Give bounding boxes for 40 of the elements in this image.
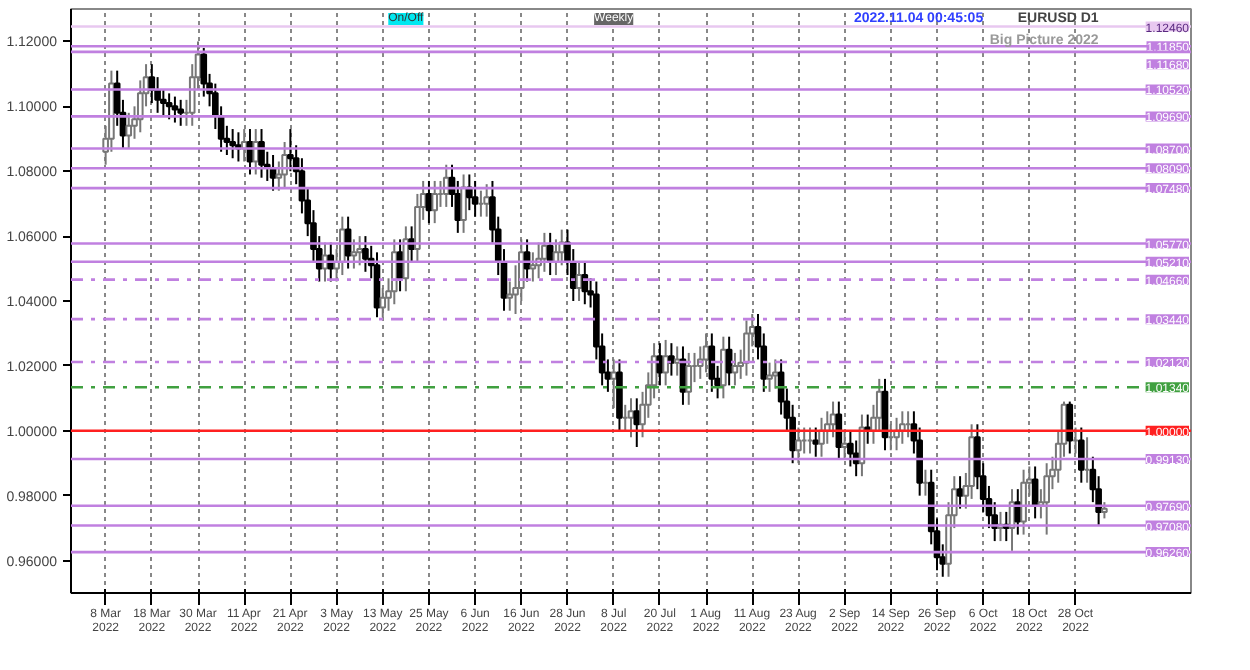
candlestick [1043, 462, 1050, 536]
candlestick [662, 338, 669, 387]
candlestick [818, 416, 825, 458]
candlestick [668, 342, 675, 377]
candlestick [772, 358, 779, 390]
candlestick [460, 173, 467, 234]
candlestick [362, 235, 369, 273]
candlestick [541, 231, 548, 273]
candlestick [956, 475, 964, 510]
candlestick [171, 95, 179, 124]
candlestick [847, 429, 854, 468]
candlestick [229, 128, 236, 160]
candlestick [1066, 400, 1074, 455]
candlestick [431, 179, 439, 225]
candlestick [1078, 426, 1085, 484]
candlestick [812, 426, 820, 458]
candlestick [483, 183, 490, 218]
candlestick [743, 319, 750, 377]
candlestick [350, 238, 358, 270]
candlestick [356, 235, 363, 267]
candlestick [720, 335, 727, 400]
candlestick [165, 92, 173, 121]
candlestick [795, 426, 802, 465]
candlestick [1020, 468, 1027, 536]
candlestick [200, 46, 208, 98]
candlestick [125, 111, 133, 150]
candlestick [673, 345, 681, 377]
candlestick [766, 361, 773, 393]
candlestick [685, 351, 693, 406]
candlestick [841, 429, 848, 461]
candlestick [529, 251, 537, 283]
candlestick [702, 332, 710, 374]
candlestick [610, 358, 617, 410]
candlestick [616, 358, 623, 432]
candlestick [633, 397, 641, 448]
candlestick [177, 98, 184, 127]
candlestick [258, 128, 265, 179]
candlestick [471, 179, 479, 218]
candlestick [575, 261, 583, 302]
candlestick [731, 351, 739, 387]
